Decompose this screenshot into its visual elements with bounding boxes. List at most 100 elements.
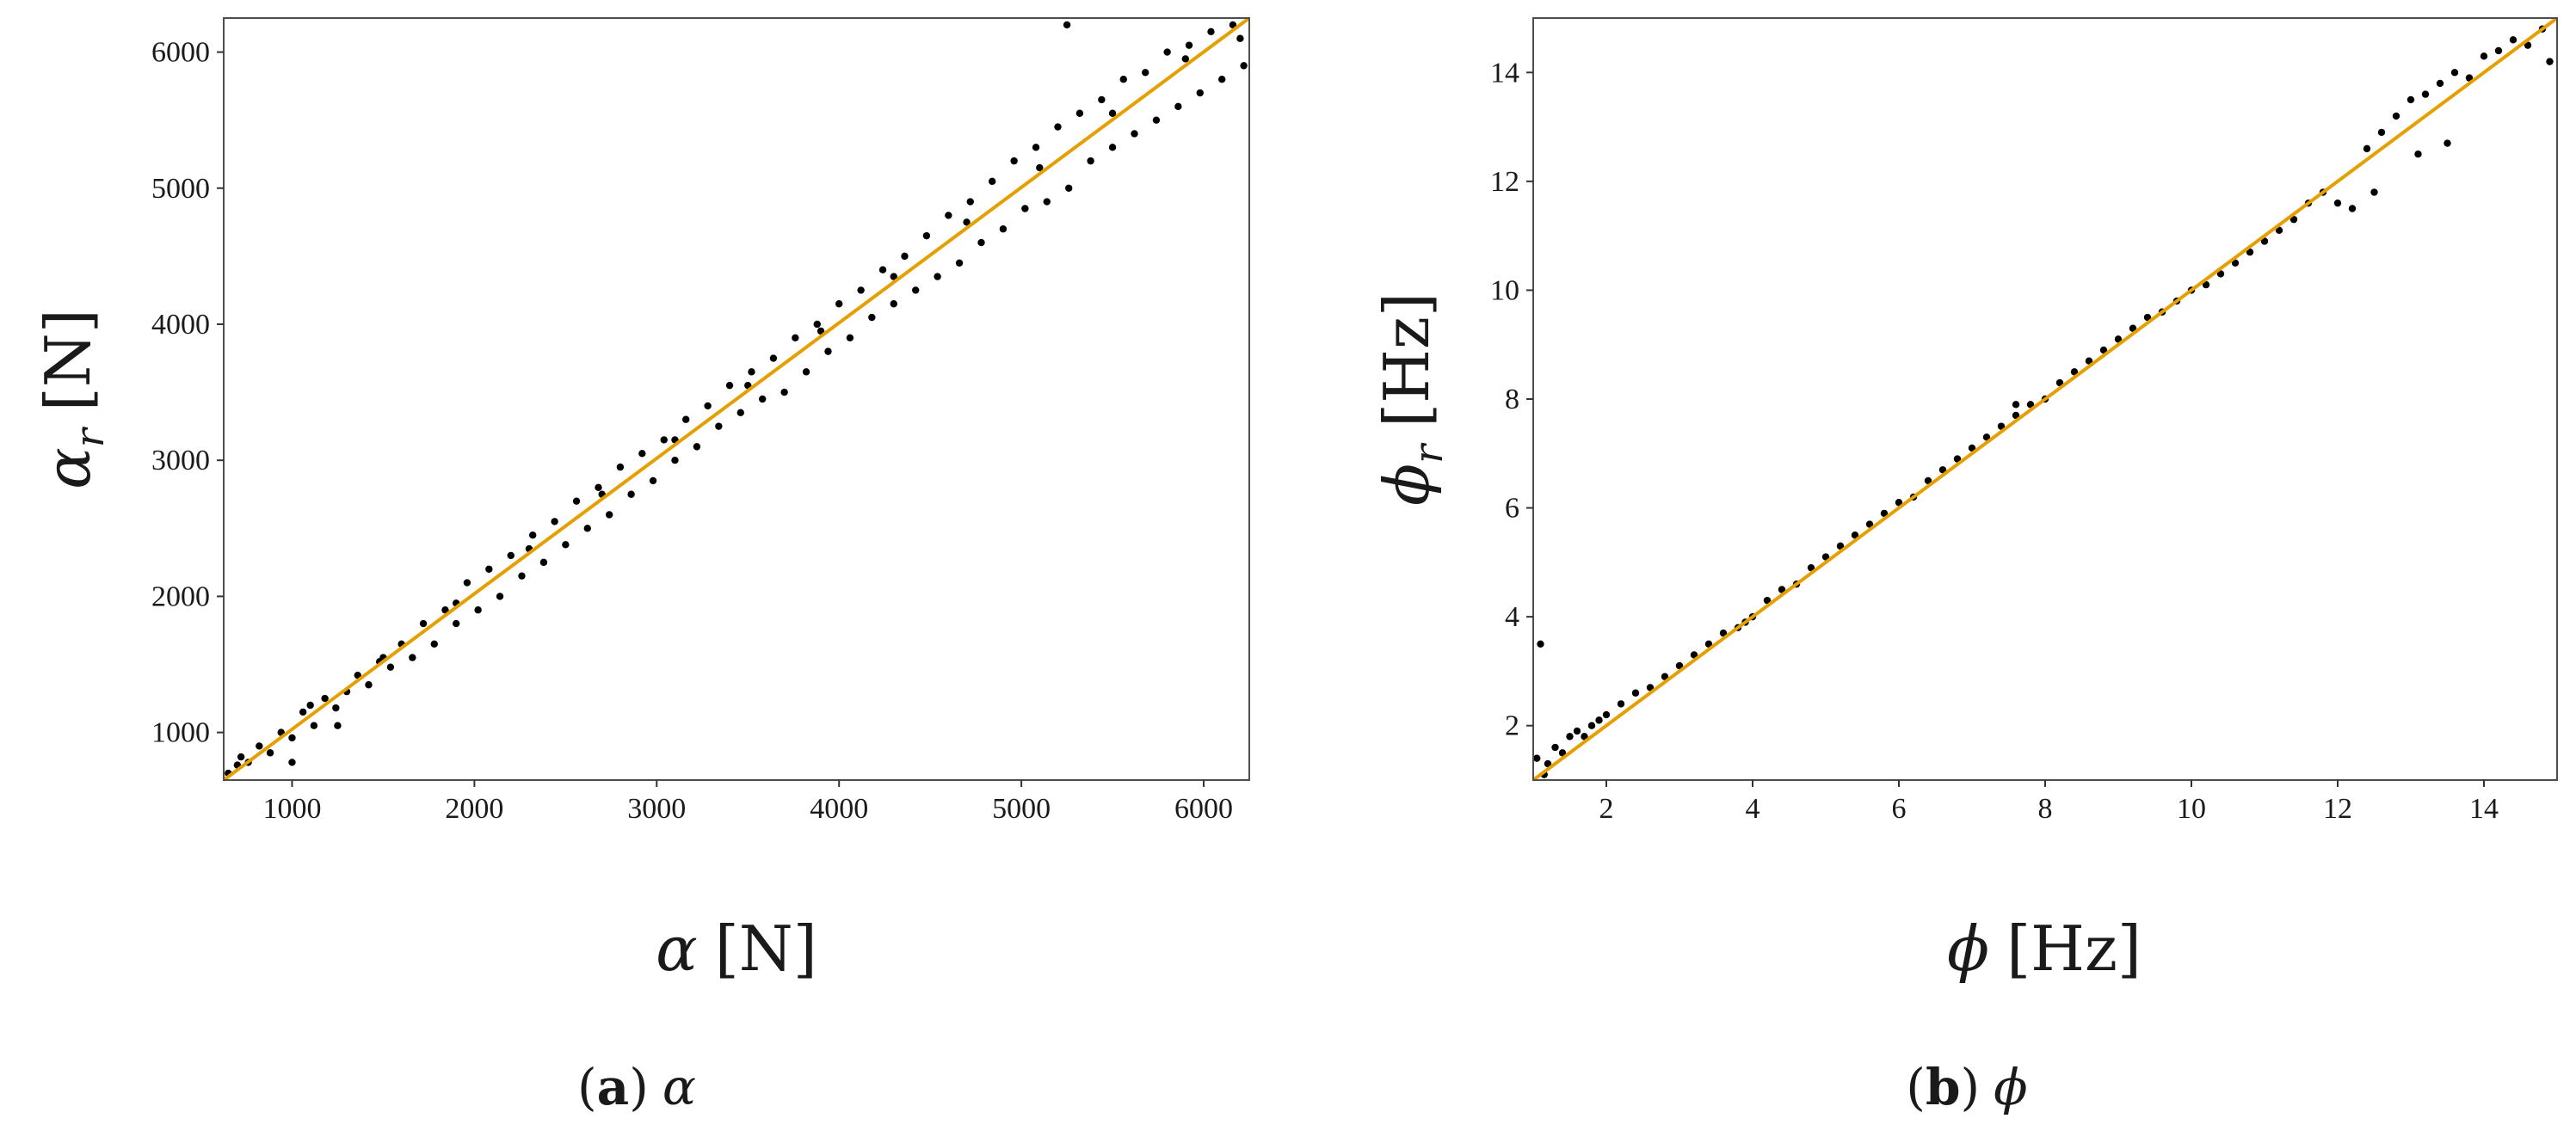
scatter-point-a-94 (237, 753, 245, 761)
caption-a-open: ( (577, 1058, 597, 1116)
scatter-point-a-93 (1240, 62, 1248, 70)
x-tick-label-a-5: 6000 (1174, 793, 1233, 825)
scatter-point-b-45 (2114, 335, 2123, 343)
y-tick-label-b-4: 10 (1490, 274, 1519, 306)
scatter-point-b-8 (1587, 722, 1596, 729)
scatter-point-a-107 (1181, 55, 1190, 63)
scatter-point-b-0 (1533, 754, 1541, 762)
y-tick-label-a-0: 1000 (151, 717, 210, 749)
scatter-point-b-60 (2333, 199, 2342, 207)
scatter-point-b-28 (1865, 520, 1874, 528)
scatter-point-a-71 (999, 225, 1008, 233)
x-axis-label-a: α [N] (656, 913, 817, 985)
scatter-point-a-83 (1131, 130, 1138, 138)
scatter-point-b-52 (2216, 270, 2225, 278)
reference-line-b (1531, 16, 2559, 782)
scatter-point-a-63 (912, 286, 920, 294)
x-tick-label-a-4: 5000 (992, 793, 1051, 825)
x-tick-label-a-0: 1000 (262, 793, 321, 825)
scatter-point-b-12 (1631, 689, 1640, 697)
scatter-point-b-17 (1704, 640, 1713, 648)
scatter-point-a-61 (890, 300, 897, 308)
scatter-point-b-54 (2246, 248, 2254, 256)
scatter-point-a-6 (288, 734, 296, 742)
scatter-point-b-39 (2026, 401, 2035, 409)
scatter-point-b-35 (1968, 444, 1976, 452)
scatter-point-a-27 (518, 572, 526, 580)
x-axis-ticks-a: 1000 2000 3000 4000 5000 6000 (262, 780, 1233, 825)
scatter-point-b-27 (1851, 532, 1859, 539)
scatter-point-b-32 (1924, 476, 1932, 485)
scatter-point-b-42 (2070, 368, 2079, 376)
scatter-points-b (1533, 25, 2554, 778)
plot-frame-a (223, 17, 1250, 781)
scatter-point-a-79 (1087, 157, 1094, 165)
scatter-point-b-26 (1836, 542, 1845, 550)
scatter-point-a-40 (660, 436, 668, 444)
scatter-point-a-42 (681, 415, 690, 423)
scatter-point-a-49 (758, 395, 767, 403)
scatter-point-b-5 (1566, 733, 1574, 740)
scatter-point-b-57 (2289, 215, 2298, 224)
scatter-point-b-66 (2421, 90, 2430, 98)
scatter-point-a-43 (693, 443, 701, 451)
scatter-point-b-11 (1617, 700, 1625, 708)
x-axis-symbol-a: α (656, 913, 698, 985)
scatter-point-a-45 (715, 422, 723, 430)
scatter-point-b-55 (2260, 237, 2269, 245)
scatter-point-a-72 (1010, 157, 1018, 165)
scatter-point-a-9 (321, 694, 329, 703)
scatter-point-a-25 (496, 593, 504, 600)
y-axis-ticks-a: 1000 2000 3000 4000 5000 6000 (151, 37, 224, 749)
scatter-point-b-2 (1544, 759, 1552, 768)
scatter-point-b-46 (2129, 324, 2137, 332)
scatter-point-a-89 (1196, 89, 1204, 97)
scatter-point-b-38 (2012, 411, 2020, 420)
scatter-point-b-72 (2509, 36, 2517, 44)
y-tick-label-b-2: 6 (1505, 493, 1519, 525)
x-tick-label-b-3: 8 (2038, 793, 2053, 825)
caption-a-close: ) (629, 1058, 649, 1116)
scatter-point-b-75 (2546, 58, 2554, 65)
x-axis-symbol-b: ϕ (1947, 913, 1989, 985)
scatter-point-a-78 (1075, 109, 1084, 117)
caption-b: (b) ϕ (1906, 1058, 2027, 1116)
scatter-point-b-30 (1895, 499, 1903, 507)
scatter-point-a-28 (528, 532, 537, 539)
scatter-point-a-102 (817, 327, 825, 335)
scatter-point-a-17 (409, 654, 416, 661)
scatter-point-b-18 (1719, 629, 1728, 637)
scatter-point-b-81 (2012, 401, 2020, 409)
scatter-point-b-69 (2465, 74, 2474, 82)
scatter-point-a-10 (332, 704, 340, 712)
scatter-point-a-24 (485, 565, 493, 573)
y-axis-label-a: αr [N] (32, 309, 113, 489)
y-axis-ticks-b: 2 4 6 8 10 12 14 (1490, 57, 1533, 742)
scatter-point-b-53 (2231, 259, 2240, 267)
scatter-point-a-58 (857, 286, 865, 294)
x-axis-label-b: ϕ [Hz] (1947, 913, 2142, 985)
scatter-point-b-24 (1807, 563, 1815, 572)
scatter-point-a-23 (474, 606, 482, 614)
y-tick-label-a-1: 2000 (151, 581, 210, 612)
scatter-point-a-8 (310, 722, 318, 729)
scatter-point-a-64 (922, 231, 931, 240)
scatter-point-a-103 (890, 273, 897, 280)
scatter-point-a-86 (1163, 48, 1171, 56)
scatter-point-a-67 (955, 259, 964, 267)
y-tick-label-b-6: 14 (1490, 57, 1519, 89)
scatter-point-a-3 (256, 742, 263, 750)
scatter-point-a-41 (671, 456, 679, 464)
scatter-point-a-80 (1098, 95, 1106, 104)
scatter-point-a-60 (878, 266, 887, 273)
scatter-point-a-85 (1152, 116, 1161, 124)
scatter-point-a-22 (463, 579, 471, 587)
scatter-point-a-65 (934, 273, 941, 280)
scatter-point-a-68 (966, 198, 974, 206)
scatter-point-b-64 (2392, 112, 2400, 120)
scatter-point-a-87 (1174, 102, 1182, 111)
scatter-point-b-13 (1646, 684, 1655, 691)
scatter-point-b-33 (1938, 466, 1947, 474)
scatter-point-b-16 (1690, 651, 1698, 659)
scatter-point-a-92 (1229, 21, 1237, 29)
